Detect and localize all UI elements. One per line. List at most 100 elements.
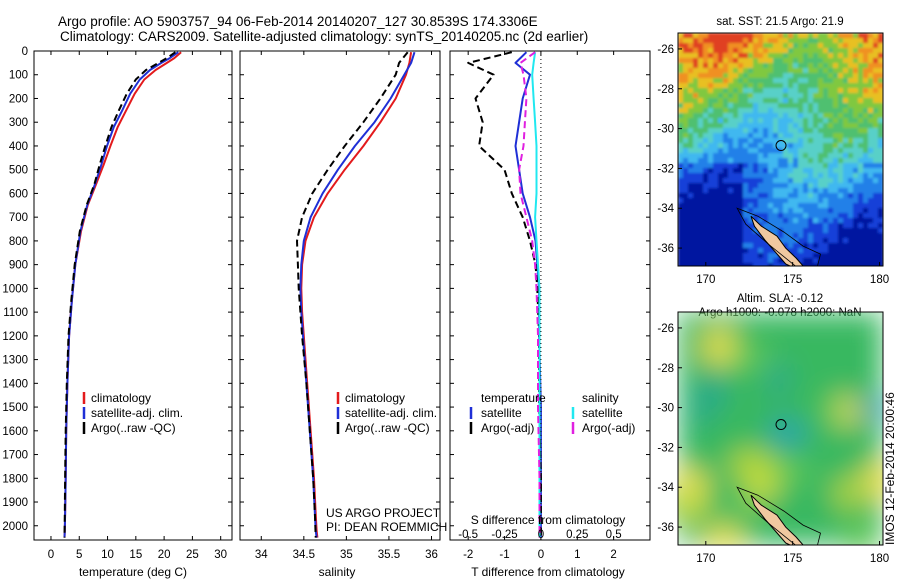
sst-cell [728, 243, 734, 249]
sst-cell [703, 123, 709, 129]
sst-cell [768, 38, 774, 44]
sst-cell [678, 213, 684, 219]
sst-cell [848, 73, 854, 79]
sst-cell [808, 143, 814, 149]
sst-cell [718, 128, 724, 134]
sst-cell [688, 208, 694, 214]
legend-label-satellite: satellite-adj. clim. [91, 406, 183, 420]
sst-cell [823, 248, 829, 254]
sst-cell [768, 168, 774, 174]
sst-cell [733, 218, 739, 224]
sst-cell [683, 93, 689, 99]
sst-cell [743, 263, 749, 266]
sst-cell [743, 243, 749, 249]
legend-label-argo: Argo(..raw -QC) [91, 421, 176, 435]
sla-anomaly-blob [842, 517, 880, 545]
sst-cell [698, 198, 704, 204]
sst-cell [843, 33, 849, 39]
sst-cell [803, 103, 809, 109]
salinity-legend: climatology satellite-adj. clim. Argo(..… [336, 391, 437, 435]
sst-cell [683, 193, 689, 199]
sst-cell [853, 38, 859, 44]
sst-cell [803, 58, 809, 64]
sst-cell [683, 263, 689, 266]
depth-tick-label: 1600 [2, 426, 28, 438]
sst-cell [708, 43, 714, 49]
depth-axis-ticks: 0100200300400500600700800900100011001200… [2, 46, 232, 533]
sst-cell [798, 243, 804, 249]
sst-cell [723, 48, 729, 54]
sst-cell [838, 208, 844, 214]
sst-cell [703, 53, 709, 59]
sst-cell [878, 183, 883, 189]
sst-cell [808, 223, 814, 229]
sst-cell [803, 263, 809, 266]
sst-cell [748, 68, 754, 74]
sst-cell [738, 198, 744, 204]
sst-cell [708, 123, 714, 129]
sst-cell [718, 43, 724, 49]
sst-cell [718, 48, 724, 54]
sst-cell [763, 63, 769, 69]
sst-cell [828, 253, 834, 259]
sst-cell [698, 43, 704, 49]
sst-cell [693, 48, 699, 54]
sst-cell [868, 113, 874, 119]
sst-field [678, 33, 883, 266]
sst-cell [878, 108, 883, 114]
sst-cell [838, 153, 844, 159]
sst-cell [793, 68, 799, 74]
sst-cell [818, 83, 824, 89]
sst-cell [793, 58, 799, 64]
sst-cell [798, 233, 804, 239]
sst-cell [868, 48, 874, 54]
sst-cell [828, 63, 834, 69]
sst-cell [698, 133, 704, 139]
sst-cell [858, 68, 864, 74]
sst-cell [733, 103, 739, 109]
sst-cell [828, 93, 834, 99]
sst-cell [853, 223, 859, 229]
sst-cell [688, 38, 694, 44]
sst-cell [833, 33, 839, 39]
sst-cell [863, 98, 869, 104]
sst-cell [733, 88, 739, 94]
sst-cell [803, 138, 809, 144]
sst-cell [868, 138, 874, 144]
sst-cell [698, 58, 704, 64]
sst-cell [873, 78, 879, 84]
legend-label-temp-satellite: satellite [481, 406, 522, 420]
map-y-tick-label: -26 [657, 44, 674, 56]
sst-cell [788, 113, 794, 119]
sst-cell [798, 53, 804, 59]
sst-cell [708, 183, 714, 189]
sst-cell [823, 58, 829, 64]
x-tick-label: -2 [463, 549, 473, 561]
sst-cell [878, 118, 883, 124]
sst-cell [813, 213, 819, 219]
sst-cell [798, 88, 804, 94]
sst-cell [843, 138, 849, 144]
sst-map-ticks: 170 175 180-26-28-30-32-34-36 [657, 44, 889, 286]
sst-cell [753, 93, 759, 99]
sst-cell [783, 148, 789, 154]
depth-tick-label: 1000 [2, 283, 28, 295]
sst-cell [683, 83, 689, 89]
sst-cell [703, 98, 709, 104]
sst-cell [823, 113, 829, 119]
sst-cell [698, 48, 704, 54]
sst-cell [778, 103, 784, 109]
sst-cell [828, 48, 834, 54]
sst-cell [863, 228, 869, 234]
sst-cell [683, 73, 689, 79]
sst-cell [723, 108, 729, 114]
sst-cell [798, 228, 804, 234]
sst-cell [868, 248, 874, 254]
sst-cell [788, 43, 794, 49]
sst-cell [808, 98, 814, 104]
sst-cell [728, 238, 734, 244]
sst-cell [873, 63, 879, 69]
sst-cell [798, 58, 804, 64]
sst-cell [823, 203, 829, 209]
map-x-tick-label: 180 [870, 553, 889, 565]
